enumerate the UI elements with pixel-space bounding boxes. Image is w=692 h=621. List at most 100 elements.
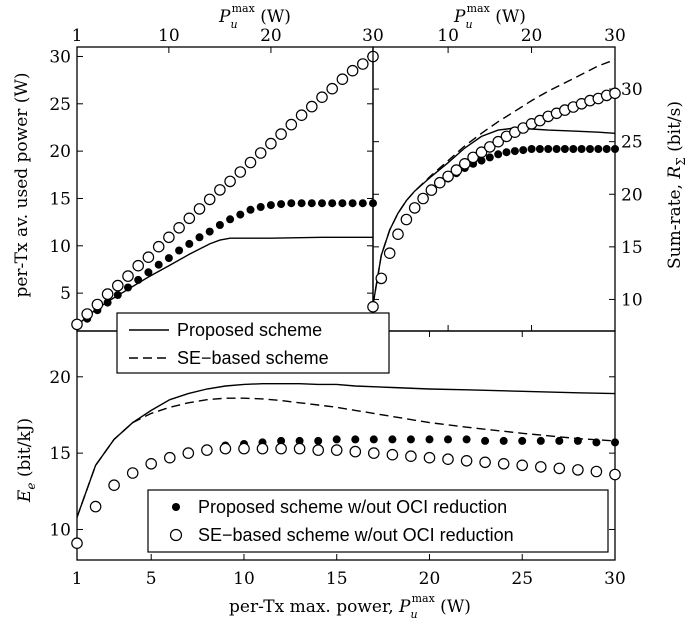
svg-text:Pumax (W): Pumax (W) [453, 2, 526, 31]
top-left-point-proposed-scheme-w-out-oci-reduction [297, 199, 306, 208]
bottom-point-se-based-scheme-w-out-oci-reduction [108, 479, 120, 491]
svg-text:Ee (bit/kJ): Ee (bit/kJ) [15, 418, 38, 503]
top-left-point-se-based-scheme-w-out-oci-reduction [132, 259, 144, 272]
bottom-point-se-based-scheme-w-out-oci-reduction [145, 457, 157, 470]
top-right-point-proposed-scheme-w-out-oci-reduction [569, 145, 578, 153]
top-left-point-se-based-scheme-w-out-oci-reduction [214, 184, 226, 196]
bottom-point-se-based-scheme-w-out-oci-reduction [479, 456, 491, 469]
bottom-point-proposed-scheme-w-out-oci-reduction [369, 435, 378, 444]
bottom-point-se-based-scheme-w-out-oci-reduction [590, 465, 603, 478]
top-left-point-proposed-scheme-w-out-oci-reduction [318, 199, 326, 208]
top-left-point-se-based-scheme-w-out-oci-reduction [234, 166, 247, 178]
top-left-point-se-based-scheme-w-out-oci-reduction [203, 193, 216, 206]
top-left-point-proposed-scheme-w-out-oci-reduction [307, 199, 316, 208]
bottom-point-proposed-scheme-w-out-oci-reduction [499, 436, 508, 445]
top-right-y-tick-label: 30 [621, 80, 643, 100]
top-right-y-tick-label: 15 [621, 238, 643, 258]
top-right-point-se-based-scheme-w-out-oci-reduction [367, 300, 379, 313]
top-left-point-se-based-scheme-w-out-oci-reduction [275, 128, 287, 140]
top-right-chart: 10 20 30 10 15 20 25 30 [367, 26, 643, 332]
bottom-point-proposed-scheme-w-out-oci-reduction [592, 438, 601, 447]
top-left-point-proposed-scheme-w-out-oci-reduction [358, 199, 367, 208]
top-left-point-se-based-scheme-w-out-oci-reduction [336, 73, 349, 85]
top-left-point-proposed-scheme-w-out-oci-reduction [154, 260, 163, 269]
top-right-point-se-based-scheme-w-out-oci-reduction [483, 141, 496, 153]
bottom-point-se-based-scheme-w-out-oci-reduction [182, 447, 195, 459]
top-left-point-proposed-scheme-w-out-oci-reduction [348, 199, 357, 208]
top-left-x-tick-label: 1 [72, 26, 83, 46]
top-right-point-se-based-scheme-w-out-oci-reduction [458, 158, 471, 170]
top-right-point-proposed-scheme-w-out-oci-reduction [577, 145, 586, 153]
top-left-point-se-based-scheme-w-out-oci-reduction [91, 298, 104, 311]
top-right-y-tick-label: 10 [621, 290, 643, 310]
top-right-y-title: Sum-rate, RΣ (bit/s) [665, 101, 688, 269]
top-left-x-tick-label: 30 [362, 26, 384, 46]
top-left-y-tick-label: 20 [49, 142, 71, 162]
bottom-x-tick-label: 5 [146, 569, 157, 589]
bottom-series-se-based-scheme [77, 397, 615, 518]
top-left-point-se-based-scheme-w-out-oci-reduction [152, 240, 165, 253]
top-right-plot-area [373, 58, 615, 305]
top-left-plot-area [77, 236, 373, 327]
top-right-point-proposed-scheme-w-out-oci-reduction [535, 145, 544, 153]
top-right-point-proposed-scheme-w-out-oci-reduction [544, 145, 553, 153]
legend-upper: Proposed scheme SE−based scheme [116, 312, 390, 374]
top-right-point-se-based-scheme-w-out-oci-reduction [383, 247, 396, 259]
bottom-point-se-based-scheme-w-out-oci-reduction [497, 457, 510, 470]
top-right-point-proposed-scheme-w-out-oci-reduction [594, 145, 603, 153]
top-right-x-title: Pumax (W) [453, 2, 526, 31]
top-left-chart: 1 10 20 30 5 10 15 20 25 30 [49, 26, 384, 332]
top-right-point-proposed-scheme-w-out-oci-reduction [485, 153, 494, 162]
bottom-point-proposed-scheme-w-out-oci-reduction [332, 435, 341, 444]
bottom-point-se-based-scheme-w-out-oci-reduction [126, 467, 139, 479]
bottom-point-se-based-scheme-w-out-oci-reduction [349, 445, 362, 458]
top-right-point-se-based-scheme-w-out-oci-reduction [450, 164, 463, 176]
top-left-point-proposed-scheme-w-out-oci-reduction [328, 199, 337, 208]
bottom-point-proposed-scheme-w-out-oci-reduction [611, 438, 619, 447]
top-left-point-se-based-scheme-w-out-oci-reduction [163, 231, 175, 244]
top-right-point-se-based-scheme-w-out-oci-reduction [442, 170, 454, 183]
top-right-point-proposed-scheme-w-out-oci-reduction [560, 145, 569, 153]
top-right-point-se-based-scheme-w-out-oci-reduction [475, 146, 488, 158]
top-left-x-tick-label: 10 [158, 26, 180, 46]
bottom-point-proposed-scheme-w-out-oci-reduction [425, 435, 434, 444]
top-left-y-tick-label: 15 [49, 189, 71, 209]
bottom-point-se-based-scheme-w-out-oci-reduction [89, 500, 102, 513]
top-left-point-proposed-scheme-w-out-oci-reduction [195, 233, 204, 242]
top-left-point-se-based-scheme-w-out-oci-reduction [244, 156, 257, 169]
bottom-point-proposed-scheme-w-out-oci-reduction [406, 435, 415, 444]
bottom-x-tick-label: 20 [419, 569, 441, 589]
top-left-point-se-based-scheme-w-out-oci-reduction [265, 137, 277, 150]
bottom-point-se-based-scheme-w-out-oci-reduction [572, 464, 584, 476]
top-right-point-proposed-scheme-w-out-oci-reduction [611, 145, 619, 153]
bottom-point-se-based-scheme-w-out-oci-reduction [367, 447, 380, 459]
top-left-y-tick-label: 10 [49, 237, 71, 257]
bottom-point-se-based-scheme-w-out-oci-reduction [553, 462, 566, 475]
legend-lower-box [147, 489, 609, 553]
top-left-point-se-based-scheme-w-out-oci-reduction [356, 58, 369, 70]
top-right-point-se-based-scheme-w-out-oci-reduction [433, 176, 446, 189]
bottom-point-se-based-scheme-w-out-oci-reduction [423, 451, 436, 464]
bottom-point-se-based-scheme-w-out-oci-reduction [256, 442, 269, 455]
top-left-x-title: Pumax (W) [218, 2, 291, 31]
top-left-y-tick-label: 5 [60, 284, 71, 304]
top-left-point-se-based-scheme-w-out-oci-reduction [112, 279, 124, 292]
top-right-point-proposed-scheme-w-out-oci-reduction [552, 145, 561, 153]
top-right-point-proposed-scheme-w-out-oci-reduction [510, 147, 519, 156]
bottom-point-se-based-scheme-w-out-oci-reduction [312, 444, 324, 456]
bottom-point-proposed-scheme-w-out-oci-reduction [351, 435, 360, 444]
top-left-point-proposed-scheme-w-out-oci-reduction [103, 298, 112, 307]
top-right-series-se-based-scheme [373, 58, 615, 305]
bottom-point-proposed-scheme-w-out-oci-reduction [314, 436, 323, 445]
top-right-point-se-based-scheme-w-out-oci-reduction [417, 192, 429, 205]
top-left-point-se-based-scheme-w-out-oci-reduction [316, 91, 328, 103]
top-left-point-proposed-scheme-w-out-oci-reduction [236, 210, 245, 219]
top-left-point-se-based-scheme-w-out-oci-reduction [173, 222, 185, 234]
top-right-x-tick-label: 20 [521, 26, 543, 46]
top-left-point-proposed-scheme-w-out-oci-reduction [164, 254, 173, 263]
top-left-point-se-based-scheme-w-out-oci-reduction [326, 82, 338, 95]
top-left-point-proposed-scheme-w-out-oci-reduction [246, 205, 255, 214]
legend-label-proposed-scheme: Proposed scheme [177, 320, 322, 340]
bottom-point-proposed-scheme-w-out-oci-reduction [462, 435, 471, 444]
